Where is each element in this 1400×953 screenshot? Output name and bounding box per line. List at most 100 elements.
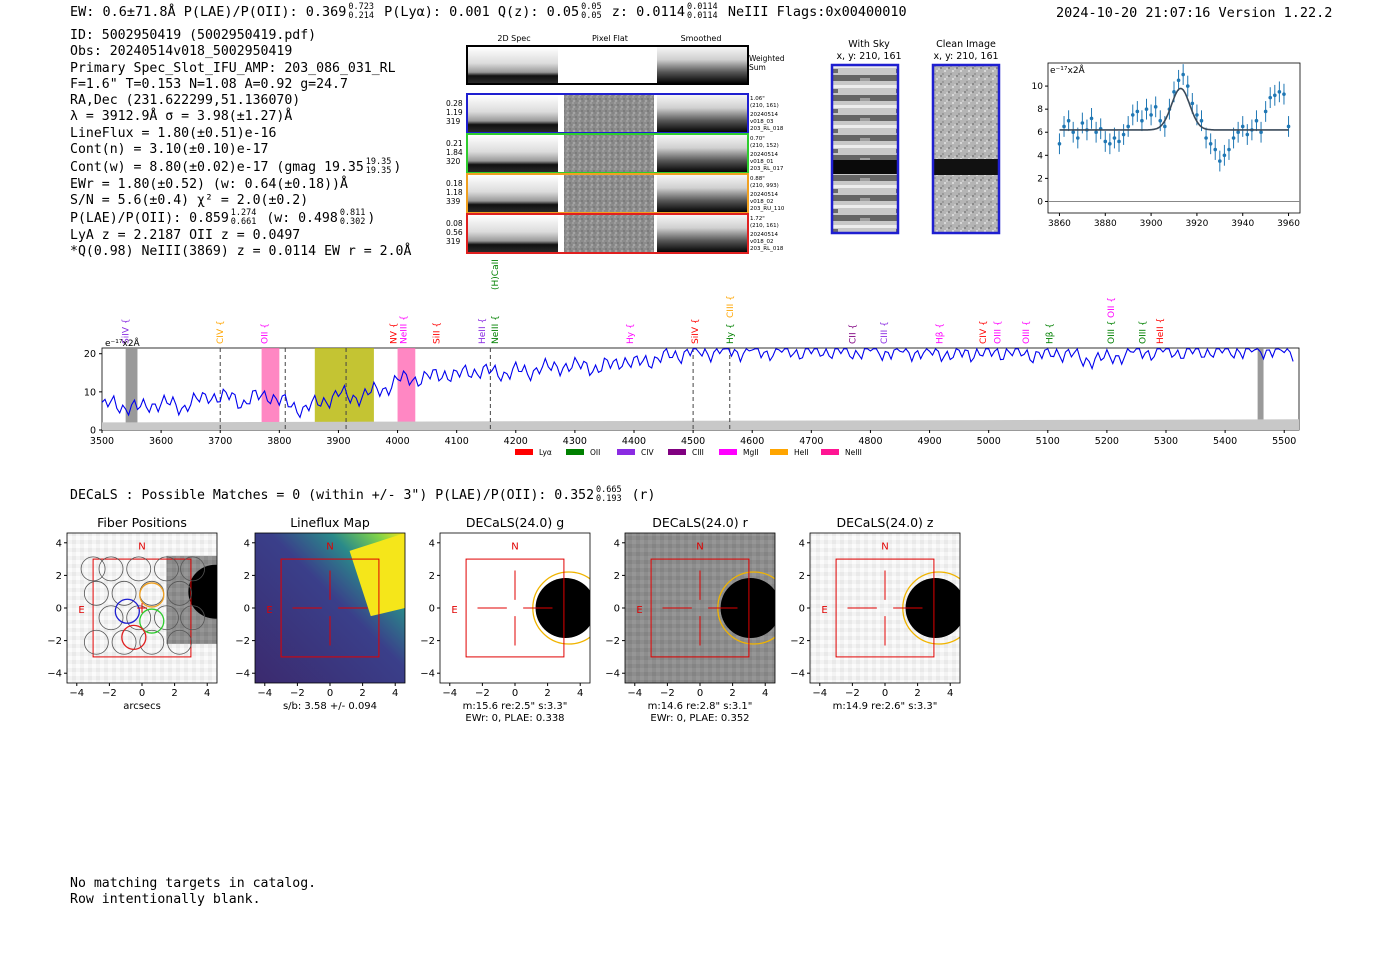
compass-east: E	[451, 605, 457, 616]
zoom-data-point	[1140, 118, 1144, 123]
zoom-xtick-label: 3900	[1140, 219, 1163, 229]
shaded-region	[397, 348, 416, 430]
compass-east: E	[266, 605, 272, 616]
full-xtick-label: 3800	[267, 436, 291, 447]
cutout-row-3	[466, 173, 749, 214]
info-radec: RA,Dec (231.622299,51.136070)	[70, 93, 301, 109]
full-xtick-label: 4400	[622, 436, 646, 447]
full-xtick-label: 5200	[1095, 436, 1119, 447]
full-xtick-label: 5500	[1272, 436, 1296, 447]
compass-north: N	[326, 541, 333, 552]
full-xtick-label: 4000	[385, 436, 409, 447]
zoom-data-point	[1254, 118, 1259, 123]
zoom-data-point	[1195, 113, 1199, 117]
full-xtick-label: 3900	[326, 436, 350, 447]
panel-ytick-label: 2	[614, 571, 620, 582]
compass-north: N	[138, 541, 145, 552]
fiber-circle	[83, 629, 109, 655]
zoom-data-point	[1181, 72, 1185, 77]
legend-label: HeII	[794, 448, 809, 457]
row1-right-2: 20240514	[750, 112, 778, 118]
compass-east: E	[636, 605, 642, 616]
info-ewr: EWr = 1.80(±0.52) (w: 0.64(±0.18))Å	[70, 176, 348, 192]
decals-panel	[440, 533, 590, 683]
header-z: z: 0.0114	[611, 4, 685, 20]
full-xtick-label: 5100	[1036, 436, 1060, 447]
panel-ytick-label: −2	[47, 636, 62, 647]
info-lya: LyA z = 2.2187 OII z = 0.0497	[70, 227, 301, 243]
zoom-data-point	[1135, 109, 1140, 114]
line-label: (H)CaII {	[491, 260, 501, 290]
full-xtick-label: 4800	[858, 436, 882, 447]
row2-right-0: 0.70"	[750, 136, 765, 142]
catalog-note-line-1: No matching targets in catalog.	[70, 876, 317, 891]
shaded-region	[261, 348, 280, 430]
header-line: EW: 0.6±71.8Å P(LAE)/P(OII): 0.369 0.723 0…	[70, 3, 907, 21]
clean-image-title: Clean Image	[936, 39, 996, 50]
header-tail: NeIII Flags:0x00400010	[727, 4, 907, 20]
panel-xtick-label: −2	[102, 688, 117, 699]
row2-right-1: (210, 152)	[750, 143, 779, 149]
line-label: CIV {	[216, 320, 226, 344]
panel-ytick-label: 2	[244, 571, 250, 582]
sky-clean-images: With Sky x, y: 210, 161 Clean Image x, y…	[830, 39, 1001, 235]
panel-ytick-label: 0	[56, 604, 62, 615]
zoom-data-point	[1066, 118, 1071, 123]
panel-xtick-label: 0	[327, 688, 333, 699]
row4-right-2: 20240514	[750, 232, 778, 238]
line-label: OIII {	[1107, 320, 1117, 344]
header-plya: P(Lyα): 0.001	[384, 4, 490, 20]
header-z-sub: 0.0114 0.0114	[686, 2, 718, 21]
full-xtick-label: 4100	[445, 436, 469, 447]
fiber-circle-2	[139, 608, 165, 634]
panel-ytick-label: 0	[614, 604, 620, 615]
full-xtick-label: 3500	[90, 436, 114, 447]
zoom-xtick-label: 3860	[1048, 219, 1071, 229]
weighted-label: Weighted	[749, 54, 785, 63]
panel-ytick-label: 4	[56, 538, 62, 549]
legend-label: CIV	[641, 448, 654, 457]
zoom-xtick-label: 3940	[1231, 219, 1254, 229]
row4-right-3: v018_02	[750, 239, 774, 245]
fiber-circle-1	[114, 598, 140, 624]
fiber-circle-4	[121, 624, 147, 650]
fiber-circle	[167, 629, 192, 655]
row1-right-1: (210, 161)	[750, 103, 779, 109]
header-datetime: 2024-10-20 21:07:16 Version 1.22.2	[1056, 5, 1333, 21]
panel-title: DECaLS(24.0) z	[837, 515, 934, 530]
zoom-data-point	[1213, 147, 1218, 152]
legend-label: Lyα	[539, 448, 552, 457]
zoom-data-point	[1153, 105, 1158, 109]
legend-swatch	[566, 449, 584, 455]
header-ew-plae: EW: 0.6±71.8Å P(LAE)/P(OII): 0.369	[70, 4, 347, 20]
col-title-2dspec: 2D Spec	[497, 34, 530, 43]
aperture-box	[650, 558, 750, 658]
zoom-data-point	[1057, 141, 1062, 146]
panel-xtick-label: 0	[139, 688, 145, 699]
decals-panel	[255, 533, 405, 683]
panel-axes: N E −4 −4 −2 −2 0 0 2 2 4 4 DECaLS(24.0) g m:15.6 re:…	[420, 515, 591, 723]
full-ytick-label: 10	[84, 387, 96, 398]
panel-xtick-label: −4	[627, 688, 642, 699]
row4-left-2: 319	[446, 237, 461, 246]
info-q: *Q(0.98) NeIII(3869) z = 0.0114 EW r = 2…	[70, 243, 412, 259]
fiber-circle	[126, 556, 152, 582]
panel-xtick-label: 4	[947, 688, 953, 699]
row3-right-2: 20240514	[750, 192, 778, 198]
line-label: CIV {	[979, 320, 989, 344]
fiber-circle	[154, 605, 179, 631]
with-sky-frame	[830, 63, 900, 235]
spectra-cutouts: 2D Spec Pixel Flat Smoothed Weighted Sum…	[446, 34, 785, 254]
info-sn: S/N = 5.6(±0.4) χ² = 2.0(±0.2)	[70, 192, 309, 208]
legend-label: OII	[590, 448, 600, 457]
panel-xtick-label: 0	[882, 688, 888, 699]
panel-caption: s/b: 3.58 +/- 0.094	[283, 701, 377, 712]
panel-axes: N E −4 −4 −2 −2 0 0 2 2 4 4 DECaLS(24.0) z m:14.9 re:…	[790, 515, 961, 712]
full-xtick-label: 3700	[208, 436, 232, 447]
row1-right-4: 203_RL_018	[750, 126, 784, 132]
legend-swatch	[719, 449, 737, 455]
detection-info: ID: 5002950419 (5002950419.pdf) Obs: 202…	[70, 28, 411, 260]
panel-ytick-label: 0	[799, 604, 805, 615]
panel-title: Fiber Positions	[97, 515, 187, 530]
with-sky-title: With Sky	[848, 39, 890, 50]
